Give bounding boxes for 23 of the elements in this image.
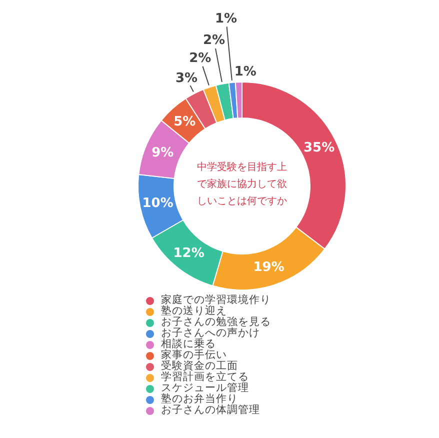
legend-label: 受験資金の工面 <box>161 360 238 372</box>
data-label: 9% <box>152 145 174 160</box>
legend-label: スケジュール管理 <box>161 382 249 394</box>
legend-label: 塾のお弁当作り <box>161 393 238 405</box>
data-label: 35% <box>303 140 335 156</box>
text: 中学受験を目指す上で家族に協力して欲しいことは何ですか <box>196 160 288 209</box>
legend-label: 家事の手伝い <box>161 349 227 361</box>
data-label: 1% <box>214 11 238 26</box>
data-label: 1% <box>234 64 256 80</box>
legend-label: お子さんへの声かけ <box>161 327 260 339</box>
legend-label: 家庭での学習環境作り <box>161 294 271 306</box>
data-label: 12% <box>173 246 204 262</box>
data-label: 10% <box>142 196 174 212</box>
legend-label: 相談に乗る <box>161 338 216 350</box>
data-label: 2% <box>189 51 212 66</box>
legend-label: お子さんの勉強を見る <box>161 316 271 328</box>
legend-label: 塾の送り迎え <box>161 305 227 317</box>
legend-label: お子さんの体調管理 <box>161 404 260 416</box>
data-label: 2% <box>202 33 226 48</box>
legend-label: 学習計画を立てる <box>161 371 249 383</box>
data-label: 19% <box>253 260 284 276</box>
data-label: 5% <box>174 114 196 130</box>
data-label: 3% <box>176 70 198 86</box>
